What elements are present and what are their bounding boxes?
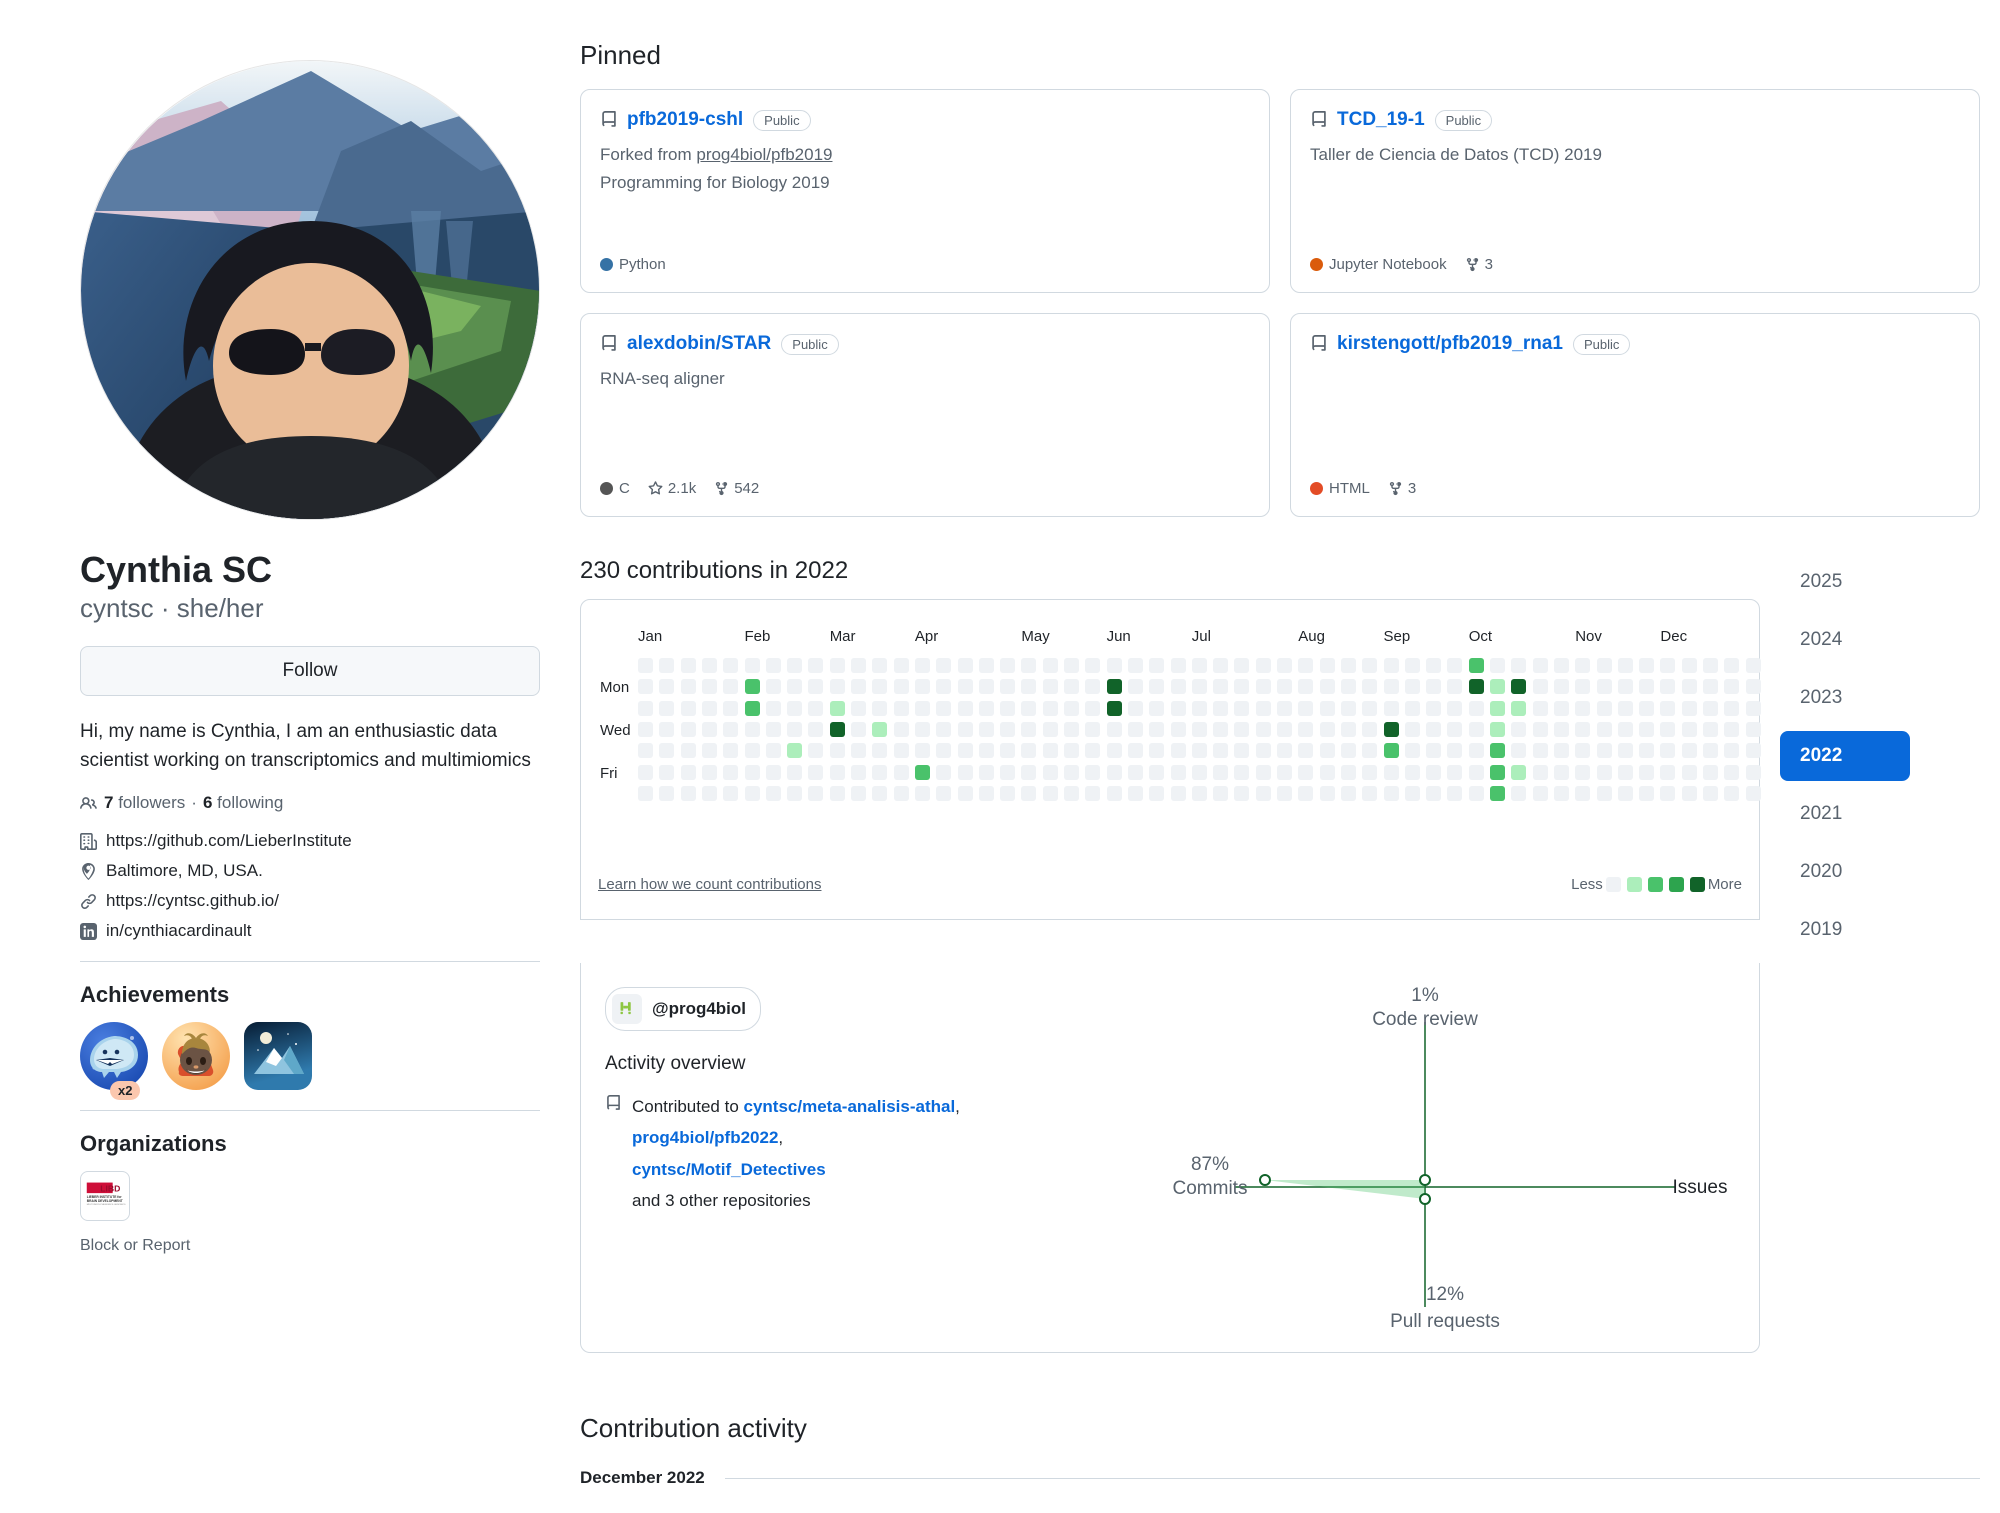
svg-text:BRAIN DEVELOPMENT: BRAIN DEVELOPMENT bbox=[87, 1199, 123, 1203]
svg-text:Commits: Commits bbox=[1173, 1178, 1248, 1199]
svg-text:Issues: Issues bbox=[1673, 1177, 1728, 1198]
svg-text:1%: 1% bbox=[1411, 987, 1439, 1006]
svg-text:MULTIOMICS·PHENOMICS·GENOMICS: MULTIOMICS·PHENOMICS·GENOMICS bbox=[87, 1204, 126, 1206]
svg-text:LIBD: LIBD bbox=[100, 1184, 120, 1194]
svg-text:87%: 87% bbox=[1191, 1154, 1229, 1175]
svg-text:Code review: Code review bbox=[1372, 1009, 1478, 1030]
